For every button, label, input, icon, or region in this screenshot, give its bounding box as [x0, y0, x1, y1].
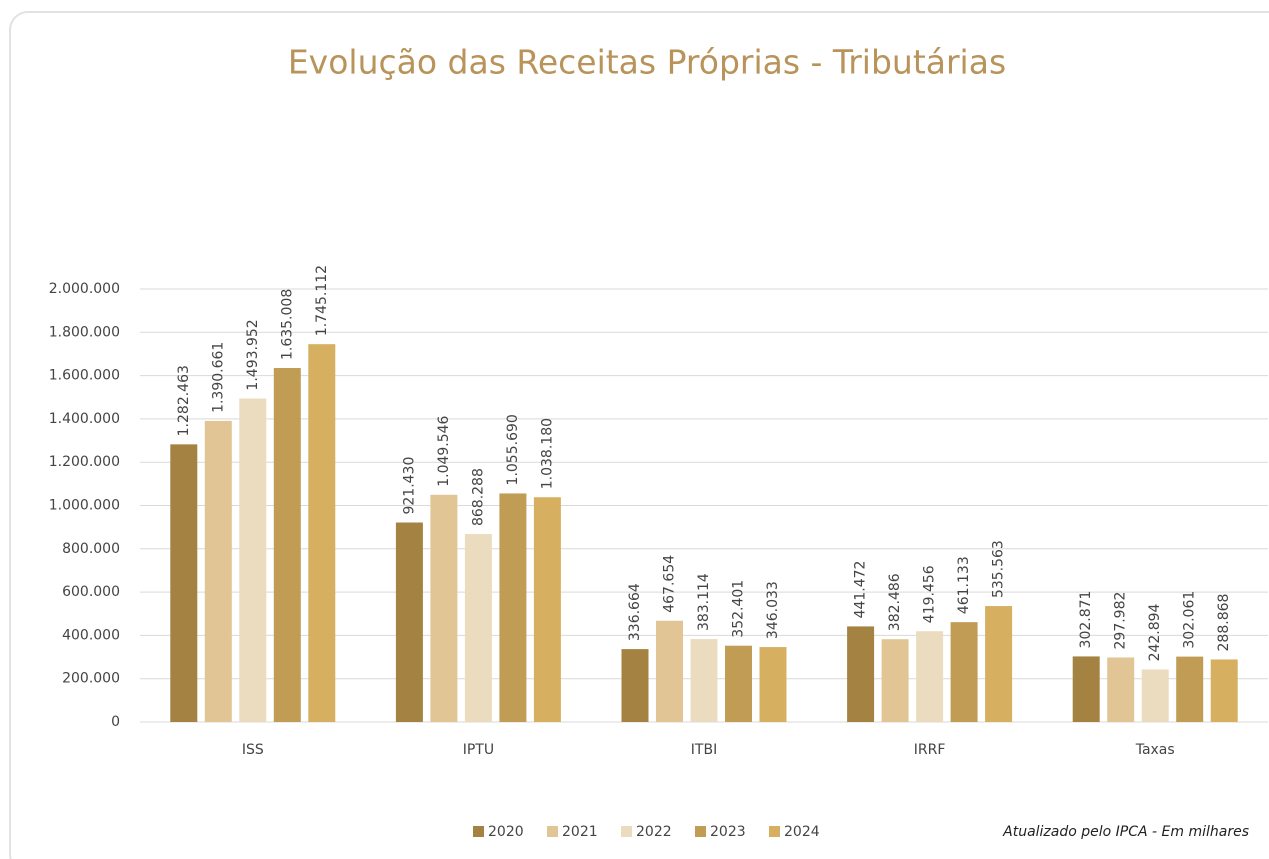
y-tick-label: 600.000 — [62, 584, 120, 600]
bar — [1210, 659, 1238, 722]
data-label: 346.033 — [765, 581, 781, 639]
data-label: 868.288 — [470, 468, 486, 526]
x-tick-label: IPTU — [463, 742, 494, 758]
bar — [499, 493, 527, 722]
legend-label: 2022 — [636, 824, 672, 840]
note: Atualizado pelo IPCA - Em milhares — [1002, 824, 1249, 840]
bar — [759, 647, 787, 722]
data-label: 1.282.463 — [176, 365, 192, 436]
data-label: 302.871 — [1078, 591, 1094, 649]
bar — [430, 494, 458, 722]
x-tick-label: IRRF — [914, 742, 946, 758]
data-label: 352.401 — [731, 580, 747, 638]
data-label: 441.472 — [853, 561, 869, 619]
data-label: 383.114 — [696, 573, 712, 631]
y-tick-label: 2.000.000 — [49, 281, 120, 297]
x-tick-label: Taxas — [1135, 742, 1175, 758]
legend-swatch — [547, 826, 558, 837]
data-label: 297.982 — [1113, 592, 1129, 650]
bar — [916, 631, 944, 722]
x-tick-label: ITBI — [691, 742, 717, 758]
bar — [170, 444, 198, 722]
bar — [725, 645, 752, 722]
data-label: 467.654 — [662, 555, 678, 613]
y-tick-label: 1.000.000 — [49, 498, 120, 514]
bar — [533, 497, 561, 722]
legend-swatch — [695, 826, 706, 837]
data-label: 1.390.661 — [210, 342, 226, 413]
data-label: 461.133 — [956, 556, 972, 614]
data-label: 1.635.008 — [279, 289, 295, 360]
data-label: 419.456 — [922, 565, 938, 623]
y-tick-label: 1.800.000 — [49, 324, 120, 340]
legend-label: 2020 — [488, 824, 524, 840]
bar — [881, 639, 909, 722]
data-label: 382.486 — [887, 573, 903, 631]
bar — [690, 639, 718, 722]
y-tick-label: 1.200.000 — [49, 454, 120, 470]
chart-title: Evolução das Receitas Próprias - Tributá… — [288, 43, 1006, 82]
bar — [1107, 657, 1135, 722]
data-label: 1.038.180 — [539, 418, 555, 489]
data-label: 1.745.112 — [314, 265, 330, 336]
bar — [985, 606, 1013, 722]
legend-swatch — [473, 826, 484, 837]
data-label: 921.430 — [401, 457, 417, 515]
data-label: 302.061 — [1182, 591, 1198, 649]
bar — [621, 649, 649, 722]
bar — [464, 534, 492, 722]
data-label: 242.894 — [1147, 603, 1163, 661]
data-label: 336.664 — [627, 583, 643, 641]
data-label: 1.049.546 — [436, 415, 452, 486]
data-label: 1.493.952 — [245, 319, 261, 390]
legend-label: 2024 — [784, 824, 820, 840]
x-tick-label: ISS — [242, 742, 264, 758]
legend-label: 2021 — [562, 824, 598, 840]
data-label: 1.055.690 — [505, 414, 521, 485]
y-tick-label: 1.400.000 — [49, 411, 120, 427]
bar — [395, 522, 423, 722]
bar — [847, 626, 875, 722]
bar — [204, 420, 232, 722]
legend-swatch — [621, 826, 632, 837]
bar — [1176, 656, 1204, 722]
legend-label: 2023 — [710, 824, 746, 840]
y-tick-label: 1.600.000 — [49, 368, 120, 384]
y-tick-label: 800.000 — [62, 541, 120, 557]
legend-swatch — [769, 826, 780, 837]
data-label: 535.563 — [991, 540, 1007, 598]
bar — [950, 622, 978, 722]
y-tick-label: 400.000 — [62, 627, 120, 643]
bar — [1072, 656, 1100, 722]
bar — [308, 344, 336, 722]
bar — [656, 620, 683, 722]
bar — [1141, 669, 1169, 722]
y-tick-label: 200.000 — [62, 671, 120, 687]
bar — [273, 368, 301, 722]
bar — [239, 398, 267, 722]
data-label: 288.868 — [1216, 594, 1232, 652]
card — [9, 11, 1269, 859]
y-tick-label: 0 — [111, 714, 120, 730]
